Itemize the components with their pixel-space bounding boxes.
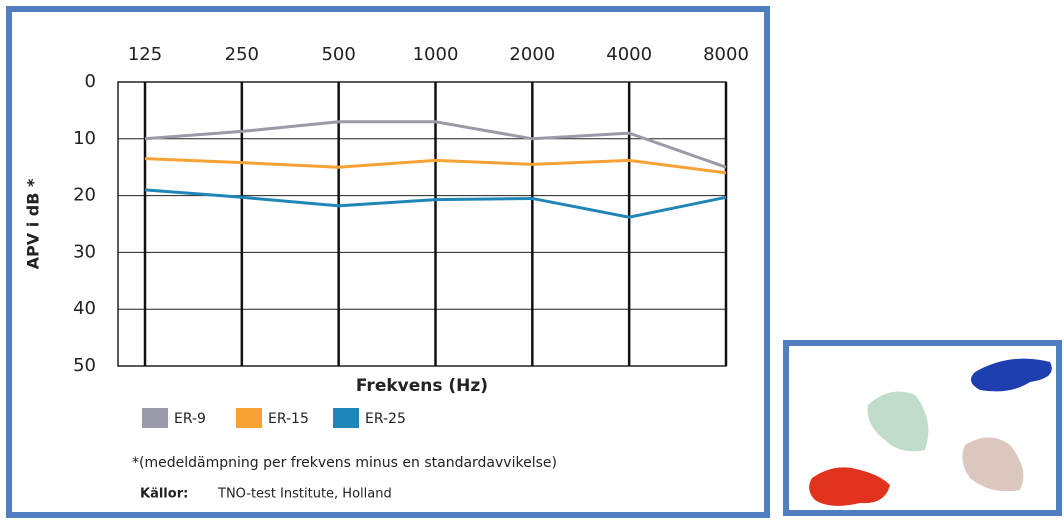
- x-tick-label: 1000: [413, 44, 459, 65]
- legend-label: ER-9: [174, 411, 206, 427]
- footnote: *(medeldämpning per frekvens minus en st…: [132, 455, 557, 471]
- y-tick-label: 20: [73, 185, 96, 206]
- x-tick-label: 4000: [606, 44, 652, 65]
- photo: [783, 340, 1062, 516]
- source: TNO-test Institute, Holland: [217, 487, 392, 502]
- legend-label: ER-15: [268, 411, 309, 427]
- x-axis-label: Frekvens (Hz): [356, 376, 488, 396]
- x-tick-label: 250: [225, 44, 259, 65]
- legend-swatch: [333, 408, 359, 428]
- y-axis-label: APV i dB *: [24, 178, 43, 269]
- earplug-green: [867, 391, 929, 452]
- series-line: [144, 120, 727, 169]
- x-tick-label: 2000: [509, 44, 555, 65]
- y-tick-label: 0: [85, 71, 96, 92]
- series-line: [144, 157, 727, 175]
- y-tick-label: 10: [73, 128, 96, 149]
- earplug-red: [809, 467, 890, 506]
- y-tick-label: 50: [73, 355, 96, 376]
- x-tick-label: 500: [321, 44, 355, 65]
- x-tick-label: 8000: [703, 44, 749, 65]
- y-tick-label: 30: [73, 241, 96, 262]
- y-tick-label: 40: [73, 298, 96, 319]
- chart-panel: [6, 6, 770, 518]
- legend-label: ER-25: [365, 411, 406, 427]
- x-tick-label: 125: [128, 44, 162, 65]
- source-label: Källor:: [140, 487, 188, 502]
- earplug-clear: [962, 437, 1024, 492]
- legend-swatch: [236, 408, 262, 428]
- legend-swatch: [142, 408, 168, 428]
- earplug-blue: [971, 358, 1052, 392]
- series-line: [144, 188, 727, 219]
